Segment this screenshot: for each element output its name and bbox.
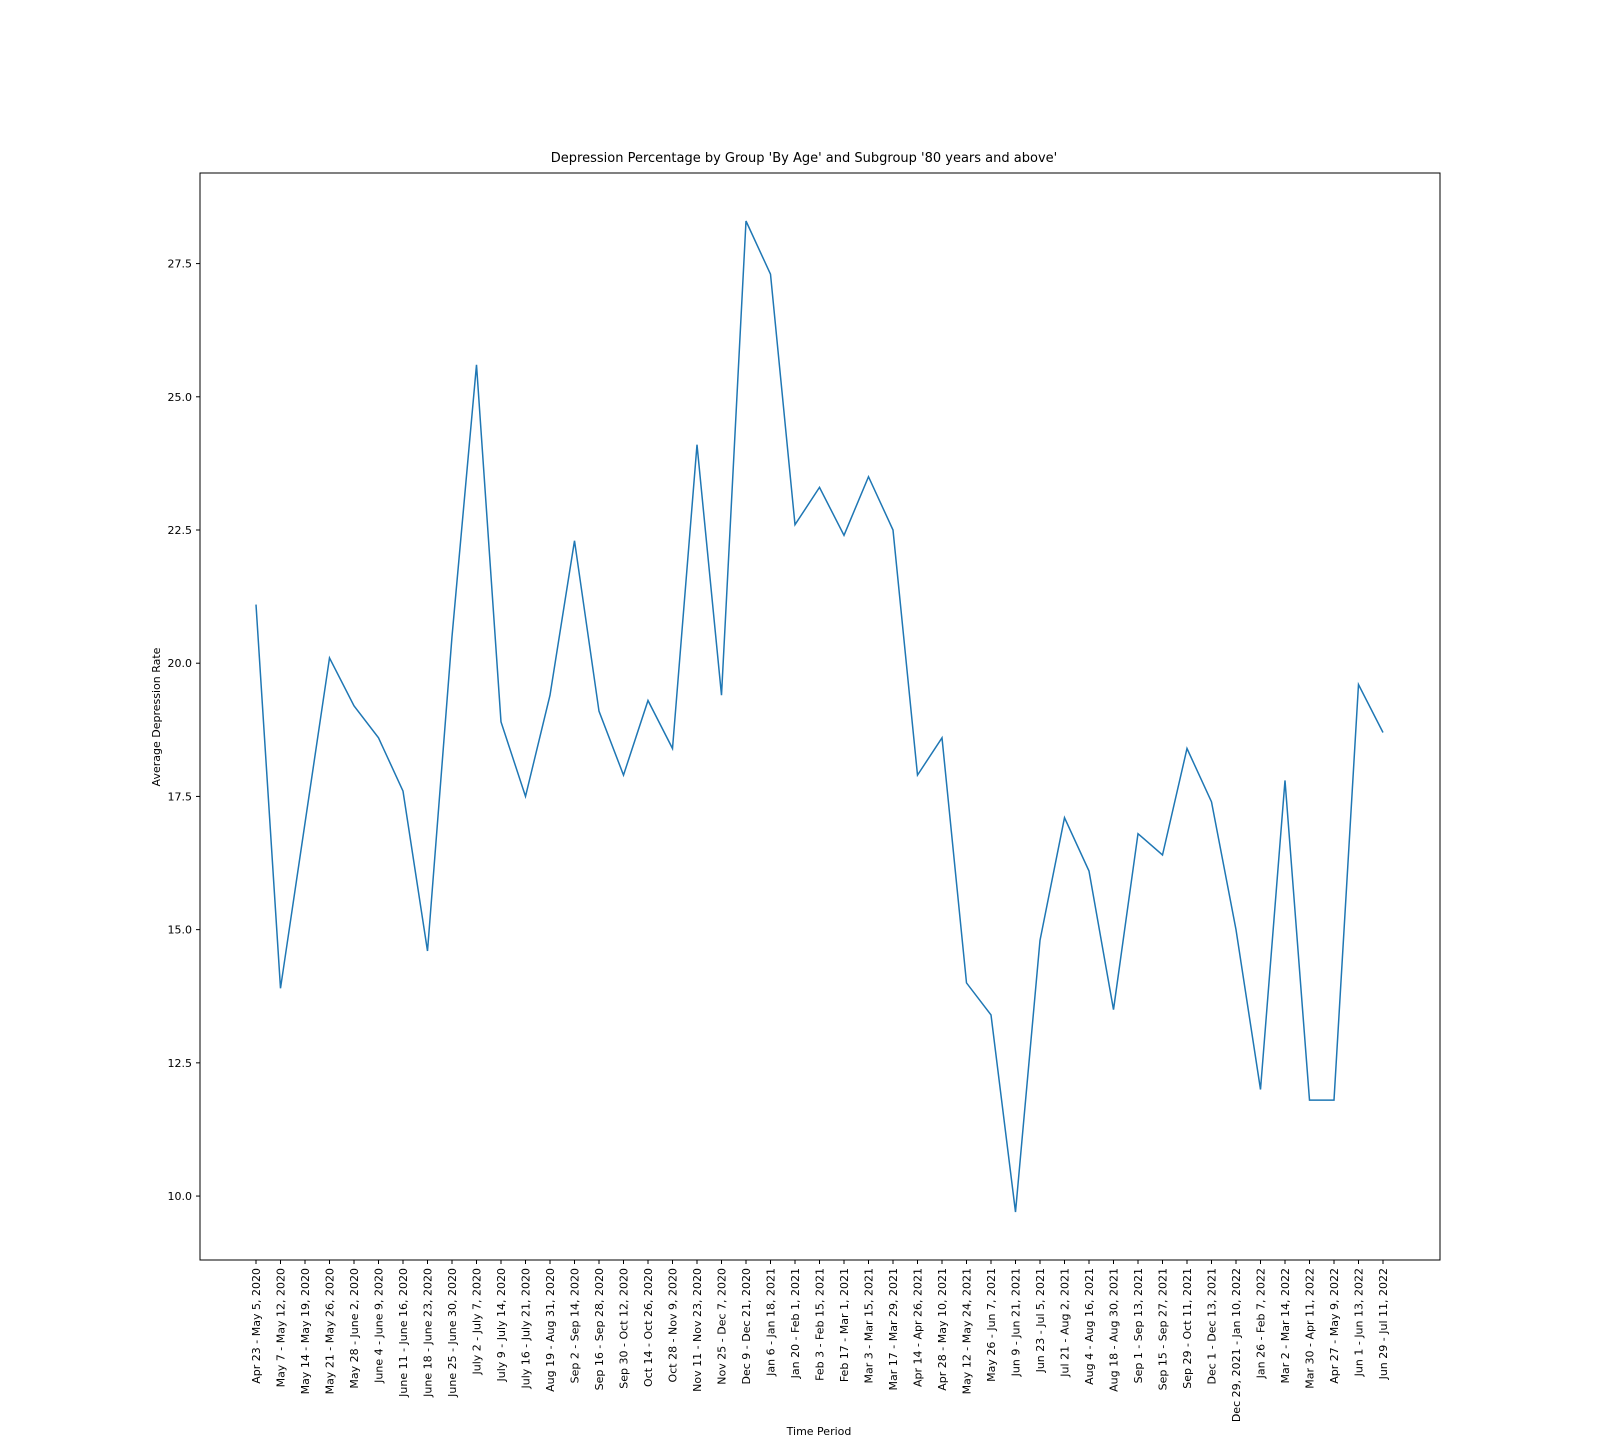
x-tick-label: Sep 16 - Sep 28, 2020 <box>593 1268 606 1390</box>
x-tick-label: Jan 6 - Jan 18, 2021 <box>765 1268 778 1377</box>
x-tick-label: Jun 1 - Jun 13, 2022 <box>1353 1268 1366 1377</box>
x-tick-label: Feb 17 - Mar 1, 2021 <box>838 1268 851 1382</box>
y-tick-label: 25.0 <box>168 391 193 404</box>
x-tick-label: May 26 - Jun 7, 2021 <box>985 1268 998 1382</box>
x-tick-label: July 9 - July 14, 2020 <box>495 1268 508 1383</box>
x-axis: Apr 23 - May 5, 2020 May 7 - May 12, 2020… <box>250 1260 1390 1422</box>
x-tick-label: Mar 2 - Mar 14, 2022 <box>1279 1268 1292 1383</box>
x-tick-label: July 2 - July 7, 2020 <box>471 1268 484 1376</box>
x-tick-label: Jun 23 - Jul 5, 2021 <box>1034 1268 1047 1373</box>
x-tick-label: Apr 23 - May 5, 2020 <box>250 1268 263 1384</box>
x-tick-label: Apr 28 - May 10, 2021 <box>936 1268 949 1391</box>
x-tick-label: May 7 - May 12, 2020 <box>275 1268 288 1387</box>
x-tick-label: Sep 15 - Sep 27, 2021 <box>1157 1268 1170 1390</box>
x-tick-label: Mar 3 - Mar 15, 2021 <box>863 1268 876 1383</box>
x-tick-label: Oct 14 - Oct 26, 2020 <box>642 1268 655 1387</box>
x-tick-label: May 21 - May 26, 2020 <box>324 1268 337 1394</box>
y-tick-label: 20.0 <box>168 657 193 670</box>
x-tick-label: Mar 30 - Apr 11, 2022 <box>1304 1268 1317 1389</box>
y-tick-label: 15.0 <box>168 924 193 937</box>
x-tick-label: June 4 - June 9, 2020 <box>373 1268 386 1384</box>
x-tick-label: Apr 27 - May 9, 2022 <box>1328 1268 1341 1384</box>
x-tick-label: June 18 - June 23, 2020 <box>422 1268 435 1398</box>
x-tick-label: Oct 28 - Nov 9, 2020 <box>667 1268 680 1382</box>
x-tick-label: June 25 - June 30, 2020 <box>446 1268 459 1398</box>
x-tick-label: Sep 2 - Sep 14, 2020 <box>569 1268 582 1383</box>
x-tick-label: June 11 - June 16, 2020 <box>397 1268 410 1398</box>
series-line <box>255 220 1384 1213</box>
y-tick-label: 27.5 <box>168 258 193 271</box>
x-tick-label: Apr 14 - Apr 26, 2021 <box>912 1268 925 1387</box>
x-tick-label: Jan 26 - Feb 7, 2022 <box>1255 1268 1268 1379</box>
x-tick-label: Dec 29, 2021 - Jan 10, 2022 <box>1230 1268 1243 1422</box>
y-tick-label: 10.0 <box>168 1190 193 1203</box>
chart-title: Depression Percentage by Group 'By Age' … <box>551 151 1057 166</box>
x-tick-label: Feb 3 - Feb 15, 2021 <box>814 1268 827 1381</box>
y-axis: 10.0 12.5 15.0 17.5 20.0 22.5 25.0 27.5 <box>168 258 200 1203</box>
x-tick-label: Jul 21 - Aug 2, 2021 <box>1059 1268 1072 1378</box>
x-tick-label: Aug 4 - Aug 16, 2021 <box>1083 1268 1096 1385</box>
x-tick-label: July 16 - July 21, 2020 <box>520 1268 533 1390</box>
x-tick-label: May 14 - May 19, 2020 <box>299 1268 312 1394</box>
x-tick-label: Nov 25 - Dec 7, 2020 <box>716 1268 729 1385</box>
x-tick-label: Dec 1 - Dec 13, 2021 <box>1206 1268 1219 1385</box>
y-tick-label: 12.5 <box>168 1057 193 1070</box>
x-tick-label: May 12 - May 24, 2021 <box>961 1268 974 1394</box>
y-tick-label: 22.5 <box>168 524 193 537</box>
x-tick-label: May 28 - June 2, 2020 <box>348 1268 361 1389</box>
x-tick-label: Jun 29 - Jul 11, 2022 <box>1377 1268 1390 1380</box>
x-tick-label: Aug 18 - Aug 30, 2021 <box>1108 1268 1121 1392</box>
plot-area-frame <box>199 172 1441 1261</box>
x-axis-label: Time Period <box>786 1425 852 1438</box>
x-tick-label: Sep 29 - Oct 11, 2021 <box>1181 1268 1194 1389</box>
x-tick-label: Dec 9 - Dec 21, 2020 <box>740 1268 753 1385</box>
x-tick-label: Sep 1 - Sep 13, 2021 <box>1132 1268 1145 1383</box>
x-tick-label: Nov 11 - Nov 23, 2020 <box>691 1268 704 1392</box>
y-tick-label: 17.5 <box>168 790 193 803</box>
x-tick-label: Jun 9 - Jun 21, 2021 <box>1010 1268 1023 1377</box>
y-axis-label: Average Depression Rate <box>150 647 163 786</box>
x-tick-label: Sep 30 - Oct 12, 2020 <box>618 1268 631 1389</box>
x-tick-label: Aug 19 - Aug 31, 2020 <box>544 1268 557 1392</box>
x-tick-label: Jan 20 - Feb 1, 2021 <box>789 1268 802 1379</box>
x-tick-label: Mar 17 - Mar 29, 2021 <box>887 1268 900 1390</box>
